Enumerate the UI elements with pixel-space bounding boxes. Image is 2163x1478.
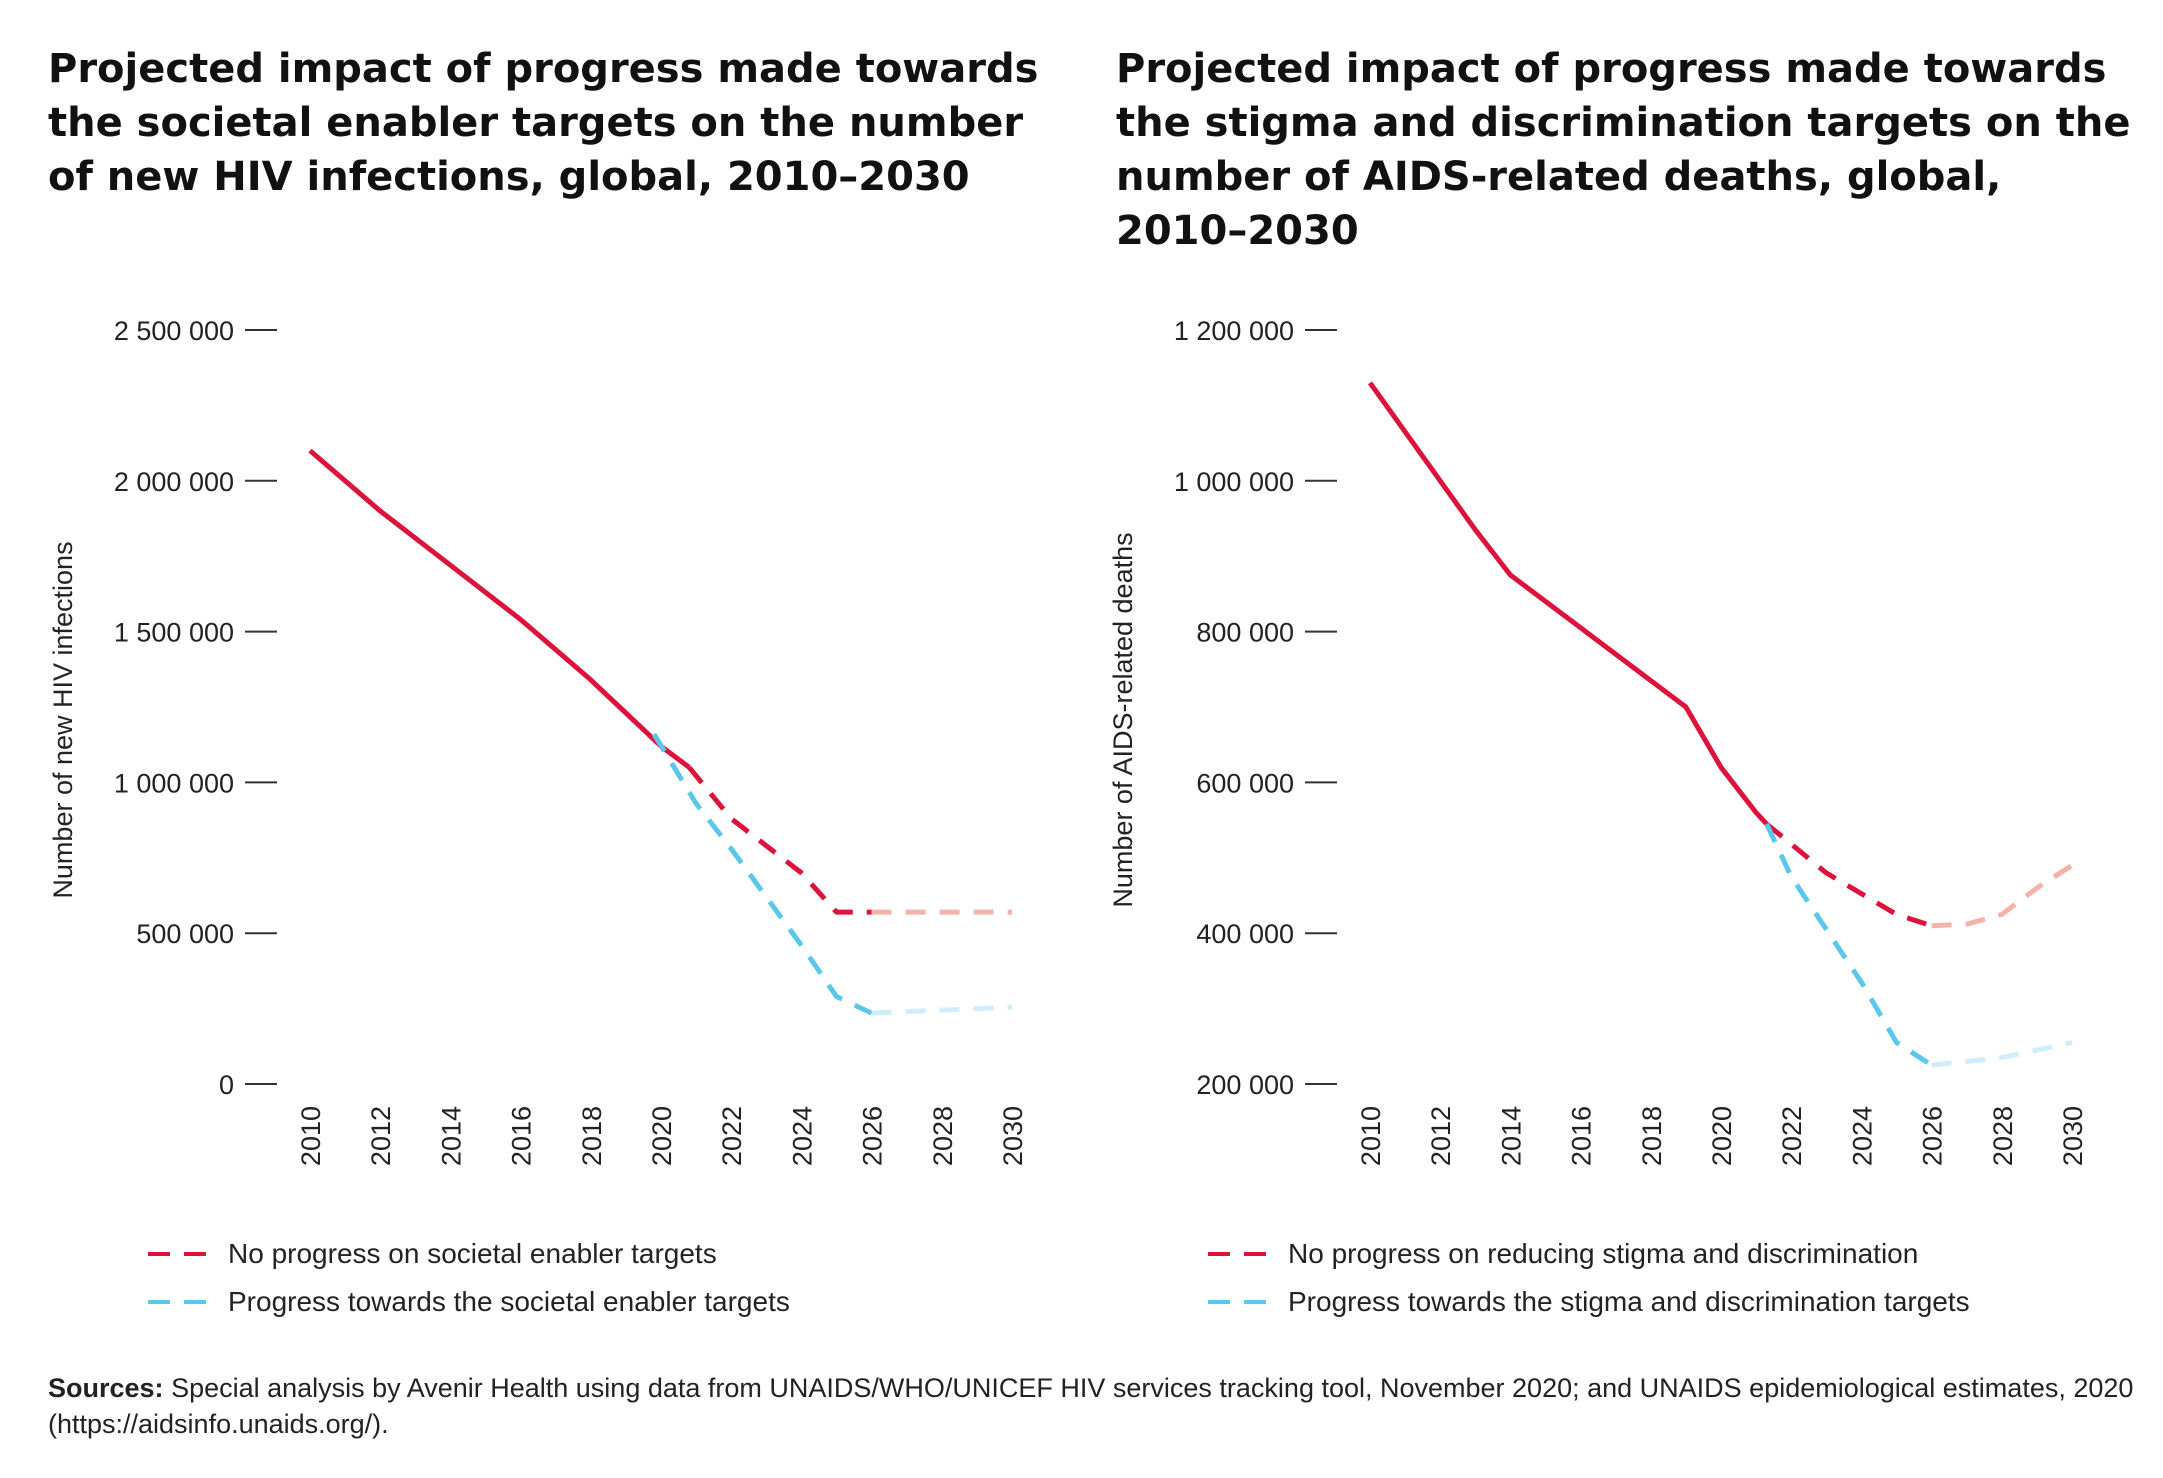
x-tick-label: 2022 [1777, 1106, 1807, 1166]
series-line [308, 448, 691, 770]
legend-item-progress: Progress towards the societal enabler ta… [148, 1278, 790, 1326]
x-tick-label: 2014 [436, 1106, 466, 1166]
x-tick-label: 2016 [507, 1106, 537, 1166]
y-tick-label: 400 000 [1196, 919, 1294, 949]
legend-label: Progress towards the stigma and discrimi… [1288, 1286, 1970, 1317]
legend-right: No progress on reducing stigma and discr… [1208, 1230, 1970, 1326]
x-tick-label: 2020 [1707, 1106, 1737, 1166]
x-tick-label: 2020 [647, 1106, 677, 1166]
x-tick-label: 2030 [998, 1106, 1028, 1166]
series-line [651, 732, 873, 1016]
chart-title-left: Projected impact of progress made toward… [48, 46, 1039, 200]
series-line [1764, 822, 1933, 1068]
x-tick-label: 2014 [1496, 1106, 1526, 1166]
series-line [1931, 863, 2074, 929]
y-axis-title: Number of AIDS-related deaths [1108, 532, 1138, 907]
legend-label: No progress on societal enabler targets [228, 1238, 717, 1269]
y-tick-label: 200 000 [1196, 1070, 1294, 1100]
chart-title-right: Projected impact of progress made toward… [1116, 46, 2131, 254]
series-line [1765, 821, 1933, 929]
x-tick-label: 2012 [1426, 1106, 1456, 1166]
legend-swatch-blue [1208, 1300, 1266, 1304]
x-tick-label: 2018 [577, 1106, 607, 1166]
x-tick-label: 2010 [1356, 1106, 1386, 1166]
series-line [871, 1004, 1013, 1016]
y-tick-label: 1 500 000 [114, 618, 234, 648]
y-tick-label: 600 000 [1196, 768, 1294, 798]
hiv-infections-chart: 0 500 000 1 000 000 1 500 000 2 000 000 2 500… [48, 316, 1028, 1166]
x-tick-label: 2018 [1637, 1106, 1667, 1166]
x-tick-label: 2028 [1988, 1106, 2018, 1166]
legend-item-no-progress: No progress on societal enabler targets [148, 1230, 790, 1278]
x-tick-label: 2026 [1918, 1106, 1948, 1166]
legend-label: Progress towards the societal enabler ta… [228, 1286, 790, 1317]
x-tick-label: 2016 [1567, 1106, 1597, 1166]
x-tick-label: 2022 [717, 1106, 747, 1166]
legend-swatch-red [148, 1252, 206, 1256]
y-axis-title: Number of new HIV infections [48, 541, 78, 898]
sources-note: Sources: Special analysis by Avenir Heal… [48, 1370, 2148, 1442]
y-tick-label: 1 200 000 [1174, 316, 1294, 346]
legend-item-progress: Progress towards the stigma and discrimi… [1208, 1278, 1970, 1326]
y-tick-label: 0 [219, 1070, 234, 1100]
legend-left: No progress on societal enabler targets … [148, 1230, 790, 1326]
y-tick-label: 1 000 000 [1174, 467, 1294, 497]
y-tick-label: 500 000 [136, 919, 234, 949]
x-tick-label: 2030 [2058, 1106, 2088, 1166]
series-line [1931, 1040, 2073, 1068]
series-line [687, 765, 872, 915]
legend-swatch-red [1208, 1252, 1266, 1256]
x-tick-label: 2024 [787, 1106, 817, 1166]
y-tick-label: 800 000 [1196, 618, 1294, 648]
y-tick-label: 2 500 000 [114, 316, 234, 346]
legend-swatch-blue [148, 1300, 206, 1304]
x-tick-label: 2026 [858, 1106, 888, 1166]
x-tick-label: 2010 [296, 1106, 326, 1166]
sources-text: Special analysis by Avenir Health using … [48, 1373, 2134, 1439]
x-tick-label: 2012 [366, 1106, 396, 1166]
y-tick-label: 2 000 000 [114, 467, 234, 497]
x-tick-label: 2024 [1847, 1106, 1877, 1166]
series-line [1367, 381, 1769, 826]
y-tick-label: 1 000 000 [114, 768, 234, 798]
x-tick-label: 2028 [928, 1106, 958, 1166]
sources-label: Sources: [48, 1373, 164, 1403]
legend-label: No progress on reducing stigma and discr… [1288, 1238, 1919, 1269]
aids-deaths-chart: 200 000 400 000 600 000 800 000 1 000 000 1 2… [1108, 316, 2088, 1166]
legend-item-no-progress: No progress on reducing stigma and discr… [1208, 1230, 1970, 1278]
